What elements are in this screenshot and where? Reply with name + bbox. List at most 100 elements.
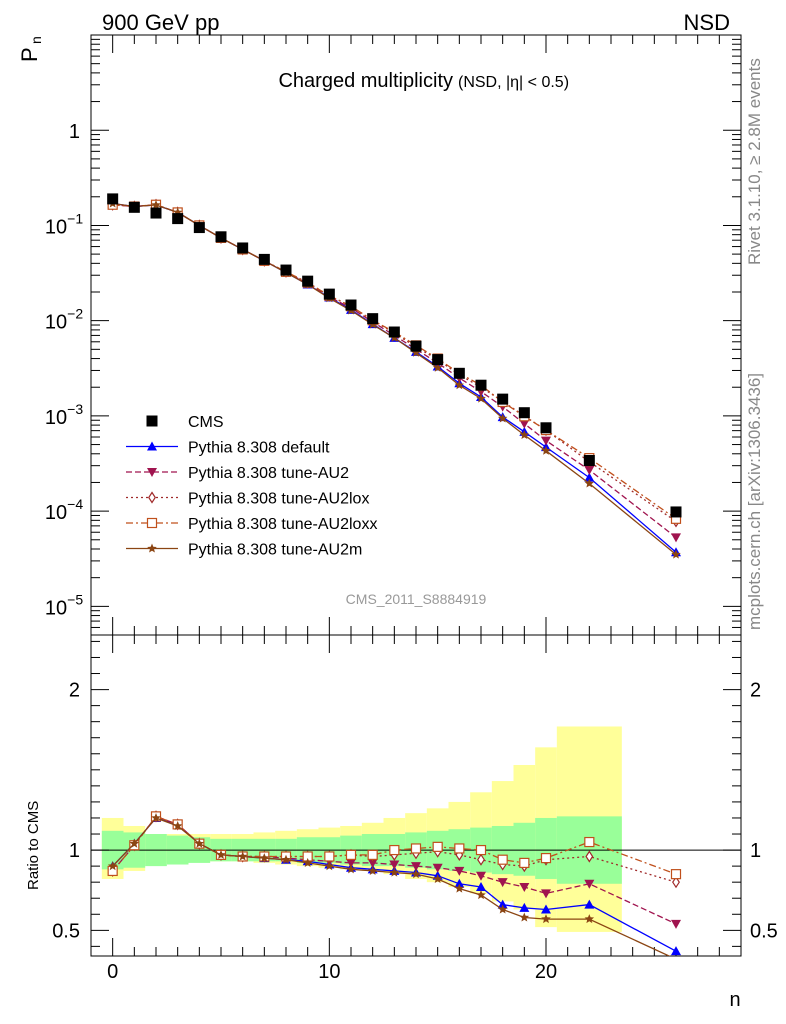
main-y-axis: 10−5 10−4 10−3 10−2 10−1 1 xyxy=(45,34,741,628)
main-series-point xyxy=(671,533,681,543)
cms-data-point xyxy=(258,253,270,265)
cms-data-point xyxy=(345,299,357,311)
legend-item: Pythia 8.308 tune-AU2lox xyxy=(126,491,369,508)
x-tick-label: 0 xyxy=(107,961,118,983)
ratio-series-point xyxy=(476,871,486,881)
ratio-series-point xyxy=(454,866,465,876)
main-series-point xyxy=(432,362,443,372)
legend-item: Pythia 8.308 tune-AU2m xyxy=(126,542,362,559)
x-tick-label: 20 xyxy=(535,961,557,983)
ratio-series-point xyxy=(497,904,508,914)
ratio-series-point xyxy=(367,865,378,875)
cms-data-point xyxy=(453,367,465,379)
ratio-series-point xyxy=(454,883,465,893)
cms-data-point xyxy=(540,422,552,434)
ratio-series-point xyxy=(389,844,400,856)
legend-marker xyxy=(146,517,158,529)
ratio-band-inner xyxy=(535,817,557,879)
analysis-watermark: CMS_2011_S8884919 xyxy=(346,591,487,607)
ratio-series-point xyxy=(194,838,205,848)
ratio-series-point xyxy=(216,849,226,859)
ratio-series-point xyxy=(411,869,421,879)
ratio-series-layer xyxy=(107,810,682,956)
main-series-point xyxy=(541,436,551,446)
cms-data-point xyxy=(172,213,184,225)
ratio-series-point xyxy=(259,853,270,863)
ratio-series-point xyxy=(541,889,551,899)
legend-item: Pythia 8.308 tune-AU2 xyxy=(126,465,349,482)
ratio-series-point xyxy=(389,860,400,870)
main-chart-subtitle: (NSD, |η| < 0.5) xyxy=(458,74,569,91)
ratio-series-point xyxy=(345,849,357,860)
cms-data-point xyxy=(237,242,249,254)
ratio-series-point xyxy=(324,861,335,871)
cms-data-point xyxy=(432,354,444,366)
ratio-series-point xyxy=(584,879,595,889)
main-series-point xyxy=(151,200,161,209)
ratio-series-point xyxy=(672,876,680,889)
ratio-series-point xyxy=(281,854,291,864)
main-series-point xyxy=(584,472,595,482)
main-series-point xyxy=(454,380,465,390)
legend-label: Pythia 8.308 tune-AU2 xyxy=(188,465,349,482)
ratio-series-point xyxy=(497,878,508,888)
main-y-tick-label: 10−3 xyxy=(45,401,83,429)
main-series-point xyxy=(411,347,421,357)
ratio-series-4 xyxy=(107,813,671,956)
main-series-line xyxy=(112,204,677,520)
ratio-series-point xyxy=(411,862,421,872)
ratio-series-point xyxy=(454,843,465,854)
ratio-series-point xyxy=(389,867,400,877)
cms-data-point xyxy=(215,231,227,243)
ratio-series-point xyxy=(519,902,530,912)
ratio-series-point xyxy=(346,864,356,874)
ratio-series-point xyxy=(107,861,118,871)
ratio-y-tick-label-right: 0.5 xyxy=(750,920,778,942)
ratio-series-point xyxy=(432,841,443,852)
main-y-tick-label: 10−1 xyxy=(45,210,83,238)
ratio-series-point xyxy=(519,882,530,892)
legend-label: Pythia 8.308 tune-AU2m xyxy=(188,542,362,559)
ratio-series-point xyxy=(476,890,486,900)
cms-data-point xyxy=(518,407,530,419)
ratio-y-tick-label-right: 2 xyxy=(750,680,761,702)
main-series-line xyxy=(112,204,677,538)
ratio-series-point xyxy=(671,946,681,956)
ratio-series-point xyxy=(497,854,508,865)
cms-data-point xyxy=(280,264,292,276)
main-series-point xyxy=(497,413,508,423)
ratio-series-point xyxy=(237,851,248,861)
ratio-series-point xyxy=(454,878,465,888)
header-process-label: NSD xyxy=(684,10,730,35)
cms-data-point xyxy=(367,313,379,325)
ratio-series-point xyxy=(541,914,551,924)
legend-item: CMS xyxy=(146,414,224,431)
ratio-series-point xyxy=(367,849,378,860)
ratio-y-tick-label: 0.5 xyxy=(52,920,80,942)
ratio-series-point xyxy=(670,869,682,880)
main-series-point xyxy=(519,430,530,439)
ratio-series-point xyxy=(172,821,183,830)
legend-label: Pythia 8.308 tune-AU2lox xyxy=(188,491,369,508)
legend-label: Pythia 8.308 tune-AU2loxx xyxy=(188,516,377,533)
header-energy-label: 900 GeV pp xyxy=(102,10,219,35)
ratio-series-point xyxy=(584,914,595,924)
ratio-series-point xyxy=(151,813,161,822)
cms-data-point xyxy=(475,379,487,391)
main-y-label: P xyxy=(17,47,42,62)
legend-label: Pythia 8.308 default xyxy=(188,440,330,457)
ratio-series-point xyxy=(519,857,530,869)
main-y-tick-label: 1 xyxy=(69,121,80,143)
ratio-series-point xyxy=(302,857,313,867)
x-tick-label: 10 xyxy=(318,961,340,983)
legend-marker xyxy=(146,415,158,427)
legend-marker xyxy=(148,491,156,504)
ratio-plot-frame xyxy=(90,634,742,957)
cms-data-point xyxy=(107,193,119,205)
ratio-series-point xyxy=(324,851,335,862)
ratio-series-point xyxy=(367,858,378,868)
cms-data-point xyxy=(193,222,205,234)
main-series-point xyxy=(519,419,530,429)
main-y-tick-label: 10−4 xyxy=(45,496,83,524)
